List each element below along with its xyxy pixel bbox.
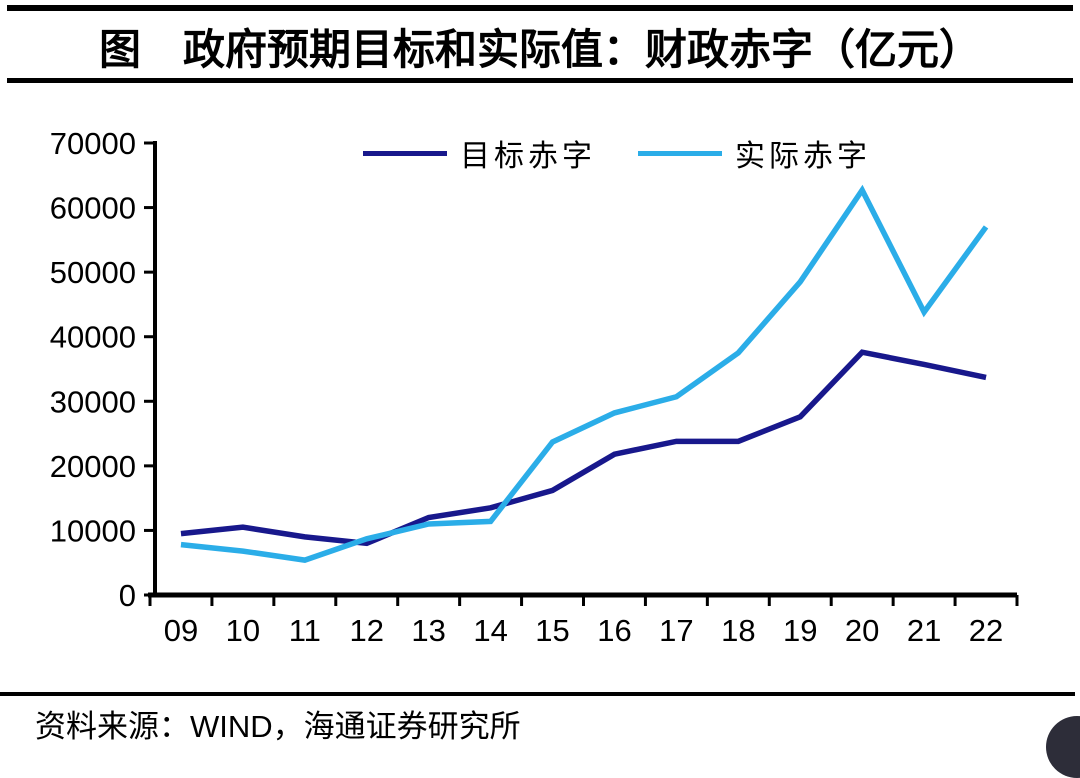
x-tick-label: 09 xyxy=(164,613,198,648)
x-tick-label: 16 xyxy=(597,613,631,648)
footer-divider-rule xyxy=(0,692,1075,696)
legend-item-target-deficit: 目标赤字 xyxy=(363,131,596,175)
x-tick-label: 22 xyxy=(969,613,1003,648)
y-tick-label: 40000 xyxy=(50,320,136,355)
x-tick-label: 19 xyxy=(783,613,817,648)
source-name: WIND xyxy=(190,709,273,744)
y-tick-label: 60000 xyxy=(50,191,136,226)
source-suffix: ，海通证券研究所 xyxy=(272,709,521,744)
x-tick-label: 15 xyxy=(535,613,569,648)
chart-title: 图 政府预期目标和实际值：财政赤字（亿元） xyxy=(98,28,981,74)
x-tick-label: 12 xyxy=(350,613,384,648)
actual-deficit-line-swatch xyxy=(638,150,722,156)
target-deficit-line xyxy=(180,349,987,547)
source-prefix: 资料来源： xyxy=(35,709,190,744)
legend-label-target-deficit: 目标赤字 xyxy=(460,140,596,173)
y-tick-label: 30000 xyxy=(50,384,136,419)
x-tick-label: 13 xyxy=(411,613,445,648)
x-tick-label: 10 xyxy=(226,613,260,648)
x-tick-label: 14 xyxy=(473,613,507,648)
x-tick-label: 11 xyxy=(289,613,321,648)
y-tick-label: 50000 xyxy=(50,255,136,290)
x-tick-label: 20 xyxy=(845,613,879,648)
legend-item-actual-deficit: 实际赤字 xyxy=(638,131,871,175)
source-attribution: 资料来源：WIND，海通证券研究所 xyxy=(35,701,521,746)
actual-deficit-line xyxy=(180,184,989,563)
target-deficit-line-swatch xyxy=(363,150,447,156)
legend-label-actual-deficit: 实际赤字 xyxy=(735,140,871,173)
y-tick-label: 20000 xyxy=(50,449,136,484)
x-tick-label: 21 xyxy=(907,613,941,648)
y-tick-label: 70000 xyxy=(50,126,136,161)
title-divider-rule xyxy=(7,78,1073,83)
x-tick-label: 17 xyxy=(659,613,693,648)
x-tick-label: 18 xyxy=(721,613,755,648)
y-tick-label: 0 xyxy=(119,578,136,613)
top-border-rule xyxy=(7,5,1073,11)
chart-legend: 目标赤字 实际赤字 xyxy=(363,131,871,175)
deficit-line-chart: 0 10000 20000 30000 40000 50000 60000 70000 09 10… xyxy=(50,126,1019,648)
y-tick-label: 10000 xyxy=(50,513,136,548)
